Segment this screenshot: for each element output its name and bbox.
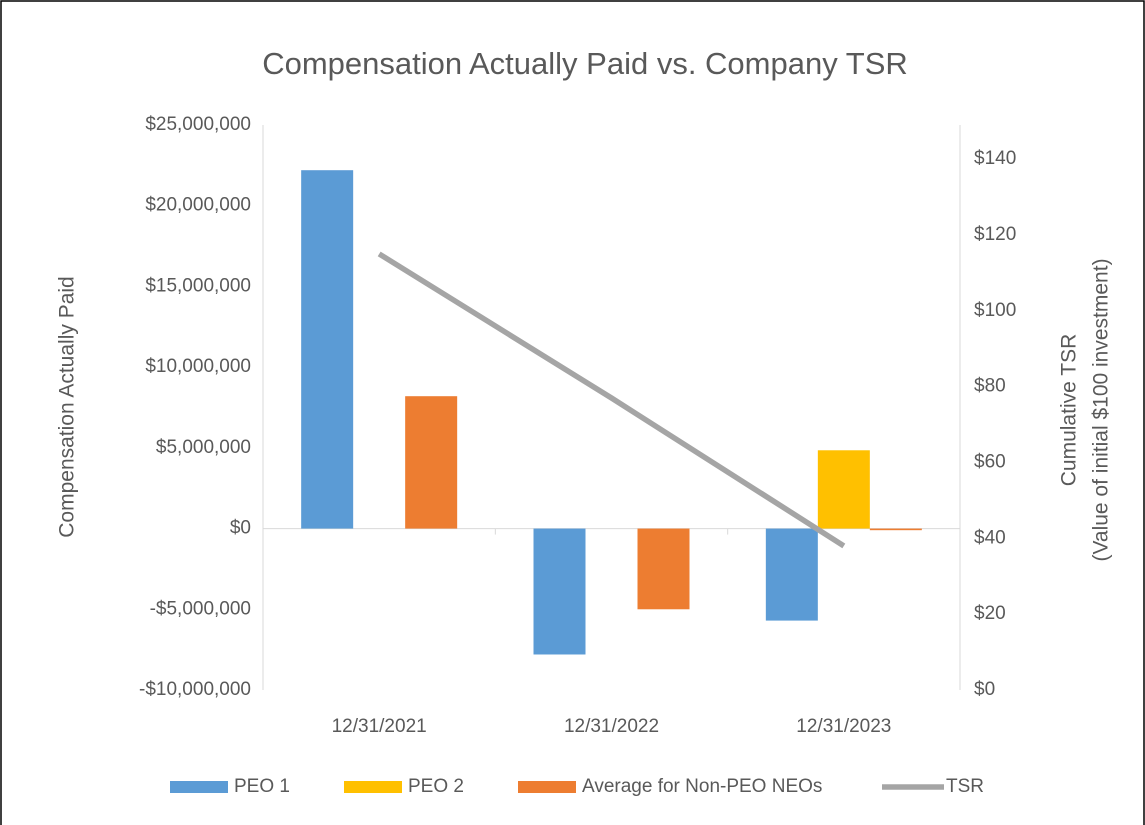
y2-tick-label: $0 — [974, 679, 995, 700]
bar — [765, 528, 818, 621]
y2-axis-label: (Value of initial $100 investment) — [1090, 258, 1113, 561]
y-axis-label: Compensation Actually Paid — [56, 276, 79, 538]
bar — [405, 396, 458, 529]
y2-tick-label: $100 — [974, 300, 1016, 321]
bar — [301, 170, 354, 529]
legend-swatch — [170, 781, 228, 793]
y2-axis-label: Cumulative TSR — [1058, 334, 1081, 487]
y-tick-label: $25,000,000 — [145, 114, 251, 135]
y-tick-label: $5,000,000 — [156, 437, 251, 458]
x-tick-label: 12/31/2022 — [564, 716, 659, 737]
legend-swatch — [518, 781, 576, 793]
tsr-line — [377, 251, 846, 549]
y-tick-label: $10,000,000 — [145, 356, 251, 377]
y2-tick-label: $60 — [974, 451, 1006, 472]
y2-tick-label: $80 — [974, 376, 1006, 397]
legend-label: Average for Non-PEO NEOs — [582, 776, 822, 797]
x-tick-label: 12/31/2023 — [796, 716, 891, 737]
bar — [637, 528, 690, 610]
y-tick-label: -$10,000,000 — [139, 679, 251, 700]
y2-tick-label: $40 — [974, 527, 1006, 548]
y-tick-label: $15,000,000 — [145, 275, 251, 296]
bar — [533, 528, 586, 655]
legend-label: PEO 2 — [408, 776, 464, 797]
bar — [817, 450, 870, 529]
y2-tick-label: $140 — [974, 148, 1016, 169]
y-tick-label: $0 — [230, 518, 251, 539]
y-tick-label: $20,000,000 — [145, 195, 251, 216]
y-tick-label: -$5,000,000 — [150, 598, 251, 619]
legend-label: PEO 1 — [234, 776, 290, 797]
y2-tick-label: $120 — [974, 224, 1016, 245]
legend-swatch — [344, 781, 402, 793]
y2-tick-label: $20 — [974, 603, 1006, 624]
x-tick-label: 12/31/2021 — [332, 716, 427, 737]
legend-label: TSR — [946, 776, 984, 797]
chart-title: Compensation Actually Paid vs. Company T… — [262, 46, 908, 81]
bar — [869, 528, 922, 531]
